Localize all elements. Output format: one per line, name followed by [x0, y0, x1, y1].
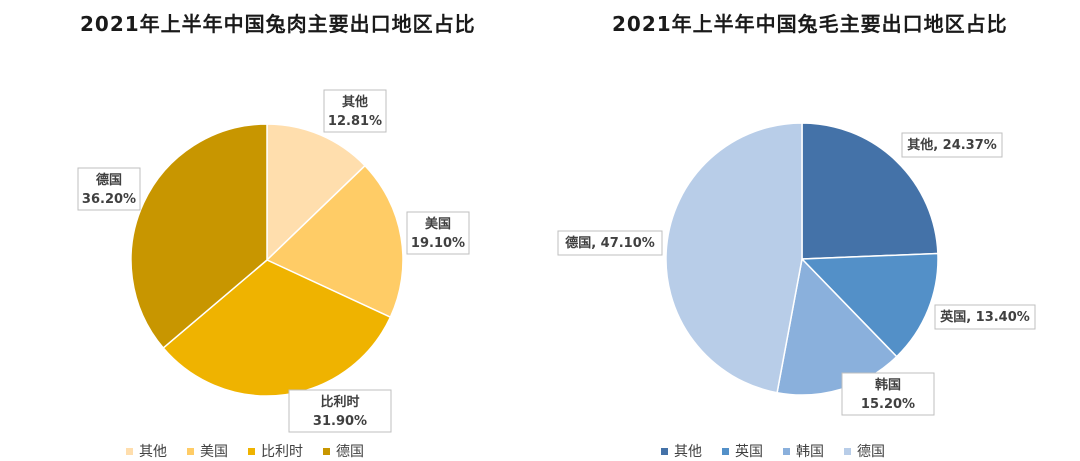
legend-swatch	[722, 447, 729, 455]
data-label-text: 其他	[342, 94, 368, 110]
data-label-text: 德国, 47.10%	[565, 235, 655, 251]
pie-slice	[665, 122, 803, 394]
legend-item: 英国	[722, 441, 763, 461]
data-label-text: 36.20%	[82, 192, 136, 207]
data-label: 其他, 24.37%	[901, 132, 1003, 158]
data-label-box	[557, 230, 663, 256]
data-label-box	[323, 89, 387, 133]
data-label-box	[901, 132, 1003, 158]
data-label-text: 12.81%	[328, 114, 382, 129]
legend-swatch	[126, 447, 133, 455]
data-label-box	[406, 211, 470, 255]
legend-item: 韩国	[783, 441, 824, 461]
legend-item: 比利时	[248, 441, 303, 461]
legend-swatch	[783, 447, 790, 455]
data-label: 德国 36.20%	[77, 167, 141, 211]
data-label-text: 英国, 13.40%	[939, 309, 1030, 325]
data-label-box	[841, 372, 935, 416]
pie-slice	[130, 123, 268, 350]
legend-label: 德国	[857, 444, 885, 460]
data-label-text: 其他, 24.37%	[907, 137, 997, 153]
legend-item: 其他	[661, 441, 702, 461]
legend-label: 比利时	[261, 444, 303, 460]
legend-label: 韩国	[796, 444, 824, 460]
legend-label: 美国	[200, 444, 228, 460]
data-label-box	[77, 167, 141, 211]
data-label-text: 韩国	[875, 377, 901, 393]
pie-slice	[266, 123, 367, 262]
data-label-text: 美国	[425, 216, 451, 232]
legend-swatch	[323, 447, 330, 455]
data-label-text: 比利时	[320, 394, 359, 410]
legend-label: 德国	[336, 444, 364, 460]
data-label: 比利时 31.90%	[288, 389, 392, 433]
data-label-box	[288, 389, 392, 433]
pie-slice	[265, 164, 404, 319]
legend-rabbit-meat: 其他 美国 比利时 德国	[126, 441, 384, 461]
legend-item: 美国	[187, 441, 228, 461]
pie-slice	[800, 252, 939, 358]
data-label-text: 15.20%	[861, 397, 915, 412]
legend-swatch	[187, 447, 194, 455]
chart-title-rabbit-meat: 2021年上半年中国兔肉主要出口地区占比	[80, 12, 476, 36]
data-label: 其他 12.81%	[323, 89, 387, 133]
legend-label: 其他	[139, 444, 167, 460]
chart-title-rabbit-hair: 2021年上半年中国兔毛主要出口地区占比	[612, 12, 1008, 36]
pie-slice	[162, 259, 392, 397]
data-label: 美国 19.10%	[406, 211, 470, 255]
data-label-box	[934, 304, 1036, 330]
legend-swatch	[844, 447, 851, 455]
legend-swatch	[661, 447, 668, 455]
legend-label: 英国	[735, 444, 763, 460]
legend-item: 德国	[844, 441, 885, 461]
legend-item: 德国	[323, 441, 364, 461]
legend-swatch	[248, 447, 255, 455]
data-label-text: 德国	[96, 172, 122, 188]
data-label: 韩国 15.20%	[841, 372, 935, 416]
legend-label: 其他	[674, 444, 702, 460]
pie-slice	[801, 122, 939, 260]
data-label: 德国, 47.10%	[557, 230, 663, 256]
data-label: 英国, 13.40%	[934, 304, 1036, 330]
data-label-text: 19.10%	[411, 236, 465, 251]
data-label-text: 31.90%	[313, 414, 367, 429]
legend-item: 其他	[126, 441, 167, 461]
pie-slice	[776, 257, 898, 396]
legend-rabbit-hair: 其他 英国 韩国 德国	[661, 441, 905, 461]
